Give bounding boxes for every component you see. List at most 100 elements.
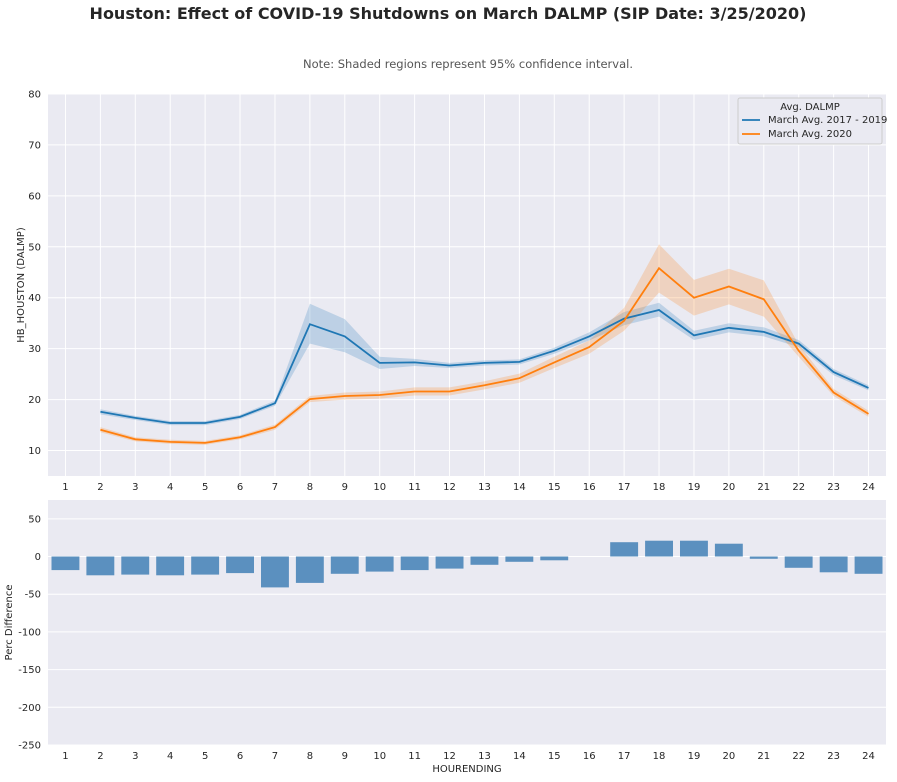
- x-tick-label: 2: [97, 751, 103, 762]
- y-tick-label: 10: [28, 446, 41, 457]
- x-tick-label: 11: [408, 751, 421, 762]
- y-tick-label: -50: [25, 590, 41, 601]
- x-tick-label: 13: [478, 482, 491, 493]
- x-tick-label: 16: [583, 751, 596, 762]
- line-plot-background: [48, 94, 886, 476]
- bar: [51, 556, 80, 571]
- bar: [261, 556, 289, 588]
- x-tick-label: 1: [62, 482, 68, 493]
- bar: [156, 556, 185, 576]
- x-tick-label: 5: [202, 751, 208, 762]
- x-tick-label: 8: [307, 482, 313, 493]
- bar: [714, 543, 743, 557]
- bar: [749, 556, 778, 559]
- x-tick-label: 24: [862, 751, 875, 762]
- y-tick-label: 20: [28, 395, 41, 406]
- bar: [295, 556, 324, 583]
- y-tick-label: -200: [18, 703, 41, 714]
- x-tick-label: 9: [342, 751, 348, 762]
- x-tick-label: 10: [373, 751, 386, 762]
- bar: [121, 556, 150, 575]
- x-tick-label: 12: [443, 751, 456, 762]
- bar: [435, 556, 464, 569]
- chart-subtitle: Note: Shaded regions represent 95% confi…: [303, 57, 633, 71]
- x-tick-label: 12: [443, 482, 456, 493]
- x-tick-label: 22: [792, 751, 805, 762]
- bar: [226, 556, 254, 574]
- y-axis-label: Perc Difference: [4, 585, 15, 661]
- bar: [784, 556, 813, 568]
- chart-title: Houston: Effect of COVID-19 Shutdowns on…: [90, 4, 807, 23]
- x-tick-label: 20: [723, 482, 736, 493]
- x-tick-label: 20: [723, 751, 736, 762]
- legend: Avg. DALMP March Avg. 2017 - 2019 March Av…: [737, 97, 887, 145]
- x-tick-label: 18: [653, 482, 666, 493]
- y-tick-label: 50: [28, 514, 41, 525]
- y-tick-label: -100: [18, 627, 41, 638]
- confidence-band: [100, 302, 869, 426]
- x-tick-label: 5: [202, 482, 208, 493]
- x-tick-label: 4: [167, 482, 173, 493]
- x-tick-label: 18: [653, 751, 666, 762]
- bar: [540, 556, 569, 561]
- bar: [819, 556, 848, 573]
- x-tick-label: 2: [97, 482, 103, 493]
- x-tick-label: 7: [272, 482, 278, 493]
- x-tick-label: 24: [862, 482, 875, 493]
- x-tick-label: 22: [792, 482, 805, 493]
- x-tick-label: 23: [827, 751, 840, 762]
- y-tick-label: -150: [18, 665, 41, 676]
- x-tick-label: 6: [237, 751, 243, 762]
- x-axis-label: HOURENDING: [432, 764, 501, 775]
- bar: [330, 556, 359, 574]
- x-tick-label: 21: [757, 751, 770, 762]
- x-tick-label: 23: [827, 482, 840, 493]
- y-tick-label: 60: [28, 191, 41, 202]
- bar: [854, 556, 883, 574]
- x-tick-label: 16: [583, 482, 596, 493]
- y-tick-label: 0: [35, 552, 41, 563]
- x-tick-label: 10: [373, 482, 386, 493]
- x-tick-label: 3: [132, 751, 138, 762]
- x-tick-label: 17: [618, 751, 631, 762]
- y-tick-label: 50: [28, 242, 41, 253]
- bar: [86, 556, 115, 576]
- x-tick-label: 14: [513, 482, 526, 493]
- y-tick-label: 30: [28, 344, 41, 355]
- x-tick-label: 6: [237, 482, 243, 493]
- bar: [680, 540, 708, 557]
- bar: [365, 556, 394, 572]
- x-tick-label: 21: [757, 482, 770, 493]
- y-axis-label: HB_HOUSTON (DALMP): [16, 227, 27, 343]
- confidence-band: [100, 244, 869, 445]
- x-tick-label: 4: [167, 751, 173, 762]
- x-tick-label: 9: [342, 482, 348, 493]
- line-chart-panel: 1 2 3 4 5 6 7 8 9 10 11 12 13 14 15 16 17 18 19 20 21 22 23 241…: [16, 90, 887, 494]
- y-tick-label: -250: [18, 741, 41, 752]
- y-tick-label: 70: [28, 140, 41, 151]
- y-tick-label: 40: [28, 293, 41, 304]
- series-line: [100, 266, 869, 444]
- bar-plot-background: [48, 500, 886, 745]
- y-tick-label: 80: [28, 90, 41, 101]
- x-tick-label: 1: [62, 751, 68, 762]
- x-tick-label: 15: [548, 482, 561, 493]
- bar: [645, 540, 673, 557]
- x-tick-label: 15: [548, 751, 561, 762]
- bar: [470, 556, 499, 565]
- x-tick-label: 3: [132, 482, 138, 493]
- x-tick-label: 8: [307, 751, 313, 762]
- legend-box: [737, 97, 883, 145]
- series-line: [100, 309, 869, 424]
- x-tick-label: 7: [272, 751, 278, 762]
- legend-entry: March Avg. 2017 - 2019: [768, 115, 887, 126]
- x-tick-label: 17: [618, 482, 631, 493]
- x-tick-label: 19: [688, 751, 701, 762]
- x-tick-label: 19: [688, 482, 701, 493]
- bar: [191, 556, 220, 575]
- bar: [610, 542, 639, 557]
- bar: [400, 556, 429, 571]
- x-tick-label: 13: [478, 751, 491, 762]
